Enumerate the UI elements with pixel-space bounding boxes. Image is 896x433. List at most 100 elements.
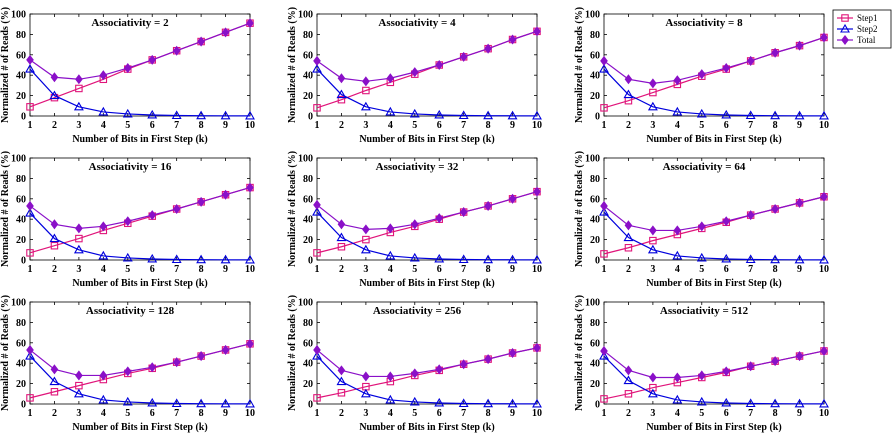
data-point-step2: [647, 244, 658, 254]
legend-label-step2: Step2: [857, 24, 878, 34]
series-line-total: [29, 187, 251, 229]
data-point-total: [508, 34, 517, 45]
data-point-total: [533, 342, 541, 353]
data-point-step1: [337, 389, 346, 397]
y-tick-label: 60: [16, 194, 26, 205]
chart-panel-7: 0 20 40 60 80 100 1 2 3 4 5 6 7 8 9 10 Number of Bits in…: [0, 295, 255, 433]
x-tick-label: 2: [626, 264, 631, 275]
y-tick-label: 40: [590, 71, 600, 82]
data-point-step2: [73, 388, 84, 398]
data-point-step2: [147, 397, 158, 407]
data-point-total: [123, 366, 132, 377]
data-point-total: [722, 216, 731, 227]
y-tick-label: 40: [16, 71, 26, 82]
data-point-step2: [794, 254, 805, 264]
panel-title: Associativity = 64: [663, 161, 746, 173]
data-point-total: [123, 63, 132, 74]
x-tick-label: 7: [461, 408, 466, 419]
x-tick-label: 5: [125, 408, 130, 419]
y-tick-label: 80: [303, 30, 313, 41]
data-point-total: [26, 200, 34, 211]
y-tick-label: 0: [308, 112, 313, 123]
x-tick-label: 1: [602, 264, 607, 275]
data-point-total: [337, 365, 346, 376]
data-point-total: [172, 203, 181, 215]
y-axis-title: Normalized # of Reads (%): [574, 7, 585, 123]
x-axis-title: Number of Bits in First Step (k): [646, 134, 781, 145]
series-line-step2: [603, 355, 825, 405]
x-tick-label: 4: [675, 408, 680, 419]
x-tick-label: 10: [532, 120, 542, 131]
data-point-step2: [122, 396, 133, 406]
data-point-total: [435, 364, 444, 375]
data-point-step2: [770, 254, 781, 264]
data-point-step2: [245, 254, 255, 264]
data-point-total: [99, 70, 108, 81]
y-tick-label: 100: [11, 154, 26, 165]
data-point-step2: [385, 250, 396, 260]
data-point-step2: [220, 254, 231, 264]
y-tick-label: 60: [16, 338, 26, 349]
data-point-step2: [245, 110, 255, 120]
data-point-step2: [122, 108, 133, 118]
y-tick-label: 80: [16, 174, 26, 185]
data-point-total: [600, 55, 608, 66]
data-point-total: [26, 54, 34, 65]
x-axis-title: Number of Bits in First Step (k): [72, 134, 207, 145]
x-axis-title: Number of Bits in First Step (k): [646, 422, 781, 433]
chart-panel-2: 0 20 40 60 80 100 1 2 3 4 5 6 7 8 9 10 Number of Bits in…: [287, 7, 542, 145]
panel-title: Associativity = 128: [86, 305, 175, 317]
x-tick-label: 5: [699, 120, 704, 131]
y-axis-title: Normalized # of Reads (%): [574, 295, 585, 411]
data-point-total: [148, 362, 157, 373]
data-point-total: [649, 225, 657, 236]
data-point-total: [746, 210, 755, 221]
data-point-total: [459, 207, 468, 218]
data-point-total: [75, 74, 83, 85]
y-tick-label: 80: [590, 30, 600, 41]
data-point-step1: [26, 249, 34, 257]
x-tick-label: 8: [486, 120, 491, 131]
data-point-total: [484, 43, 492, 54]
legend-label-step1: Step1: [857, 13, 878, 23]
data-point-step1: [600, 395, 608, 403]
data-point-step2: [25, 350, 35, 360]
data-point-step1: [362, 235, 370, 244]
data-point-step2: [483, 398, 494, 408]
y-tick-label: 100: [11, 298, 26, 309]
y-tick-label: 20: [590, 379, 600, 390]
data-point-step2: [623, 375, 634, 385]
data-point-total: [197, 196, 205, 207]
y-tick-label: 0: [308, 256, 313, 267]
x-tick-label: 1: [315, 264, 320, 275]
data-point-step2: [49, 233, 60, 243]
data-point-total: [722, 63, 731, 74]
data-point-step1: [649, 236, 657, 245]
data-point-step2: [336, 232, 347, 242]
y-tick-label: 40: [16, 215, 26, 226]
x-tick-label: 7: [174, 120, 179, 131]
x-tick-label: 9: [797, 408, 802, 419]
data-point-total: [484, 354, 492, 365]
x-tick-label: 6: [150, 120, 155, 131]
data-point-step1: [624, 390, 633, 398]
x-tick-label: 9: [223, 120, 228, 131]
data-point-total: [795, 197, 804, 208]
data-point-step2: [532, 110, 542, 120]
y-axis-title: Normalized # of Reads (%): [287, 295, 298, 411]
x-tick-label: 6: [150, 264, 155, 275]
data-point-step2: [49, 90, 60, 100]
x-tick-label: 1: [602, 408, 607, 419]
data-point-step1: [75, 84, 83, 93]
x-tick-label: 6: [437, 408, 442, 419]
x-tick-label: 4: [388, 120, 393, 131]
x-tick-label: 3: [76, 408, 81, 419]
data-point-step2: [745, 398, 756, 408]
data-point-step2: [245, 398, 255, 408]
y-tick-label: 0: [308, 400, 313, 411]
x-tick-label: 4: [675, 264, 680, 275]
data-point-total: [697, 69, 706, 80]
data-point-total: [50, 219, 59, 230]
panel-title: Associativity = 32: [376, 161, 459, 173]
